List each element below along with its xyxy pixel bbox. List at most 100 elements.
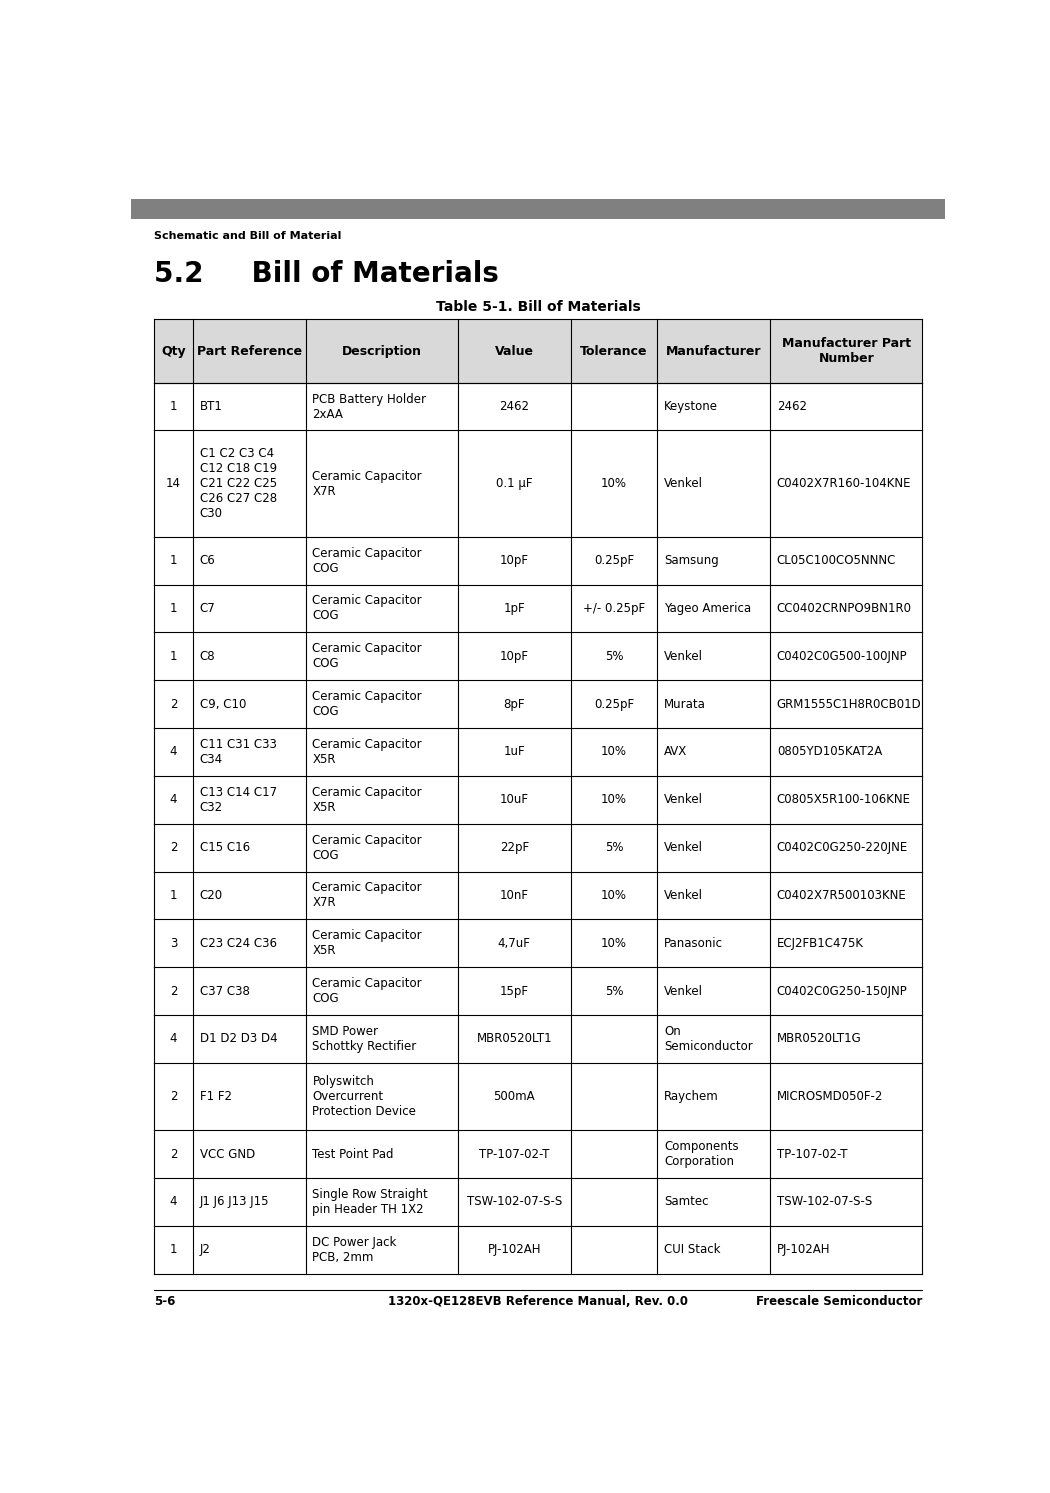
Text: 4: 4 <box>170 1196 177 1208</box>
Bar <box>154 824 922 872</box>
Text: C37 C38: C37 C38 <box>200 984 250 997</box>
Text: 1: 1 <box>170 888 177 902</box>
Text: Venkel: Venkel <box>664 478 704 490</box>
Text: D1 D2 D3 D4: D1 D2 D3 D4 <box>200 1032 277 1045</box>
Text: Freescale Semiconductor: Freescale Semiconductor <box>756 1296 922 1308</box>
Bar <box>154 1063 922 1130</box>
Text: 4: 4 <box>170 793 177 806</box>
Bar <box>154 537 922 585</box>
Text: Ceramic Capacitor
X5R: Ceramic Capacitor X5R <box>313 785 422 814</box>
Text: 10uF: 10uF <box>500 793 529 806</box>
Bar <box>154 729 922 776</box>
Text: 10%: 10% <box>601 793 627 806</box>
Text: 1: 1 <box>170 400 177 414</box>
Bar <box>154 430 922 537</box>
Text: C0402C0G250-220JNE: C0402C0G250-220JNE <box>777 841 908 854</box>
Text: Ceramic Capacitor
COG: Ceramic Capacitor COG <box>313 642 422 670</box>
Text: Ceramic Capacitor
X5R: Ceramic Capacitor X5R <box>313 738 422 766</box>
Text: 3: 3 <box>170 936 177 950</box>
Text: Ceramic Capacitor
COG: Ceramic Capacitor COG <box>313 594 422 623</box>
Bar <box>154 967 922 1015</box>
Bar <box>154 776 922 824</box>
Text: Venkel: Venkel <box>664 649 704 663</box>
Bar <box>154 920 922 967</box>
Text: CUI Stack: CUI Stack <box>664 1244 720 1256</box>
Text: 10pF: 10pF <box>500 649 529 663</box>
Text: Venkel: Venkel <box>664 984 704 997</box>
Text: CC0402CRNPO9BN1R0: CC0402CRNPO9BN1R0 <box>777 602 911 615</box>
Text: C13 C14 C17
C32: C13 C14 C17 C32 <box>200 785 277 814</box>
Bar <box>154 1178 922 1226</box>
Text: Murata: Murata <box>664 697 706 711</box>
Text: VCC GND: VCC GND <box>200 1148 255 1160</box>
Text: Part Reference: Part Reference <box>197 345 302 357</box>
Text: C6: C6 <box>200 554 215 567</box>
Text: 10%: 10% <box>601 745 627 758</box>
Text: Description: Description <box>342 345 422 357</box>
Text: 5%: 5% <box>605 649 624 663</box>
Text: MICROSMD050F-2: MICROSMD050F-2 <box>777 1090 883 1103</box>
Text: DC Power Jack
PCB, 2mm: DC Power Jack PCB, 2mm <box>313 1236 397 1263</box>
Text: 8pF: 8pF <box>504 697 525 711</box>
Bar <box>154 1015 922 1063</box>
Text: TSW-102-07-S-S: TSW-102-07-S-S <box>466 1196 562 1208</box>
Text: MBR0520LT1G: MBR0520LT1G <box>777 1032 862 1045</box>
Text: Ceramic Capacitor
X7R: Ceramic Capacitor X7R <box>313 881 422 909</box>
Text: 2: 2 <box>170 697 177 711</box>
Text: Venkel: Venkel <box>664 888 704 902</box>
Bar <box>154 681 922 729</box>
Text: 0805YD105KAT2A: 0805YD105KAT2A <box>777 745 882 758</box>
Text: PCB Battery Holder
2xAA: PCB Battery Holder 2xAA <box>313 393 426 421</box>
Text: 14: 14 <box>166 478 181 490</box>
Text: 0.25pF: 0.25pF <box>594 554 634 567</box>
Text: Keystone: Keystone <box>664 400 718 414</box>
Bar <box>154 320 922 382</box>
Text: 2: 2 <box>170 841 177 854</box>
Text: Table 5-1. Bill of Materials: Table 5-1. Bill of Materials <box>436 300 640 314</box>
Text: TP-107-02-T: TP-107-02-T <box>479 1148 549 1160</box>
Text: 2: 2 <box>170 1148 177 1160</box>
Text: 10%: 10% <box>601 478 627 490</box>
Text: Test Point Pad: Test Point Pad <box>313 1148 394 1160</box>
Text: Panasonic: Panasonic <box>664 936 723 950</box>
Text: 15pF: 15pF <box>500 984 529 997</box>
Bar <box>154 1226 922 1274</box>
Text: Value: Value <box>495 345 533 357</box>
Text: C7: C7 <box>200 602 215 615</box>
Text: Single Row Straight
pin Header TH 1X2: Single Row Straight pin Header TH 1X2 <box>313 1188 428 1215</box>
Text: 500mA: 500mA <box>494 1090 536 1103</box>
Text: Qty: Qty <box>162 345 186 357</box>
Text: 1uF: 1uF <box>503 745 525 758</box>
Text: CL05C100CO5NNNC: CL05C100CO5NNNC <box>777 554 897 567</box>
Text: TP-107-02-T: TP-107-02-T <box>777 1148 847 1160</box>
Text: Manufacturer: Manufacturer <box>666 345 761 357</box>
Text: Ceramic Capacitor
X5R: Ceramic Capacitor X5R <box>313 929 422 957</box>
Text: 1: 1 <box>170 1244 177 1256</box>
Bar <box>131 199 945 219</box>
Text: Samtec: Samtec <box>664 1196 709 1208</box>
Text: 1pF: 1pF <box>503 602 525 615</box>
Text: PJ-102AH: PJ-102AH <box>777 1244 831 1256</box>
Text: 4: 4 <box>170 745 177 758</box>
Text: GRM1555C1H8R0CB01D: GRM1555C1H8R0CB01D <box>777 697 922 711</box>
Text: Yageo America: Yageo America <box>664 602 751 615</box>
Bar <box>154 1130 922 1178</box>
Text: ECJ2FB1C475K: ECJ2FB1C475K <box>777 936 864 950</box>
Text: 5%: 5% <box>605 841 624 854</box>
Text: MBR0520LT1: MBR0520LT1 <box>477 1032 552 1045</box>
Text: J1 J6 J13 J15: J1 J6 J13 J15 <box>200 1196 269 1208</box>
Text: 1: 1 <box>170 649 177 663</box>
Text: PJ-102AH: PJ-102AH <box>487 1244 541 1256</box>
Text: C0402C0G250-150JNP: C0402C0G250-150JNP <box>777 984 907 997</box>
Text: C0402X7R500103KNE: C0402X7R500103KNE <box>777 888 906 902</box>
Text: Raychem: Raychem <box>664 1090 719 1103</box>
Text: C11 C31 C33
C34: C11 C31 C33 C34 <box>200 738 276 766</box>
Text: Samsung: Samsung <box>664 554 719 567</box>
Text: BT1: BT1 <box>200 400 223 414</box>
Text: C23 C24 C36: C23 C24 C36 <box>200 936 276 950</box>
Text: Schematic and Bill of Material: Schematic and Bill of Material <box>154 231 341 240</box>
Text: F1 F2: F1 F2 <box>200 1090 232 1103</box>
Text: Venkel: Venkel <box>664 793 704 806</box>
Text: C9, C10: C9, C10 <box>200 697 246 711</box>
Text: 10pF: 10pF <box>500 554 529 567</box>
